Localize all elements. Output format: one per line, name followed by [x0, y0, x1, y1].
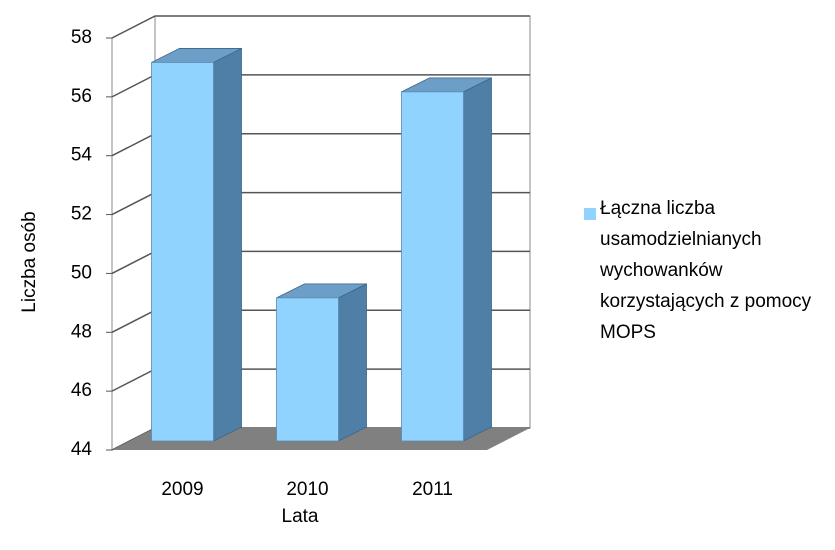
side-grid-line — [111, 133, 156, 157]
side-grid-line — [111, 74, 156, 98]
bar-side — [463, 77, 492, 442]
x-tick-label: 2011 — [412, 479, 453, 500]
side-grid-line — [111, 191, 156, 216]
side-grid-line — [111, 309, 156, 333]
bar-side — [338, 283, 367, 442]
y-tick-label: 58 — [71, 27, 92, 48]
x-tick-label: 2009 — [161, 479, 203, 500]
y-tick-label: 52 — [71, 204, 92, 225]
side-grid-line — [111, 250, 156, 275]
side-grid-line — [111, 368, 156, 392]
side-grid-line — [111, 15, 156, 39]
y-tick-label: 44 — [71, 439, 93, 460]
x-tick-label: 2010 — [286, 479, 328, 500]
bar — [401, 91, 464, 442]
legend-entry: Łączna liczba usamodzielnianych wychowan… — [600, 198, 812, 343]
bar-side — [213, 47, 242, 442]
y-axis-label: Liczba osób — [19, 211, 40, 312]
y-tick-label: 50 — [71, 262, 92, 283]
legend-swatch — [584, 208, 596, 220]
bar — [151, 62, 214, 442]
side-wall — [111, 15, 156, 451]
y-tick-label: 46 — [71, 380, 92, 401]
x-axis-label: Lata — [282, 506, 319, 527]
bar — [276, 297, 339, 442]
y-tick-label: 48 — [71, 321, 92, 342]
y-tick-label: 54 — [71, 145, 93, 166]
y-tick-label: 56 — [71, 86, 92, 107]
legend-text: Łączna liczba usamodzielnianych wychowan… — [600, 198, 812, 343]
